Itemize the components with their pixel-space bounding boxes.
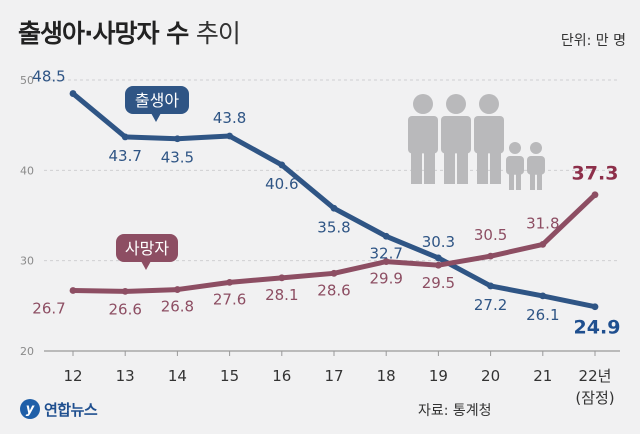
y-tick-label: 40 [20,164,34,177]
deaths-data-label: 30.5 [474,226,507,244]
births-data-label: 27.2 [474,296,507,314]
births-data-label: 43.8 [213,109,246,127]
title-light: 추이 [195,19,241,48]
person-head-icon [446,94,466,114]
person-head-icon [509,142,521,154]
births-data-label: 43.5 [161,149,194,167]
births-data-point [330,204,338,212]
person-head-icon [413,94,433,114]
births-data-label: 24.9 [574,317,621,339]
deaths-data-label: 37.3 [572,163,619,185]
births-data-label: 35.8 [317,218,350,236]
deaths-data-label: 31.8 [526,214,559,232]
person-torso-icon [506,156,524,175]
deaths-data-label: 29.9 [369,270,402,288]
person-leg-icon [537,173,542,190]
person-leg-icon [530,173,535,190]
person-leg-icon [509,173,514,190]
x-tick-label: 19 [429,367,448,385]
person-leg-icon [457,150,468,184]
deaths-data-label: 26.8 [161,298,194,316]
x-tick-label: 18 [377,367,396,385]
births-data-point [591,303,599,311]
x-tick-label: 16 [272,367,291,385]
person-head-icon [530,142,542,154]
yonhap-logo-text: 연합뉴스 [44,400,98,419]
deaths-series-callout-label: 사망자 [125,239,169,258]
births-data-point [278,161,286,169]
deaths-series-callout-box [116,234,178,262]
x-tick-label: 12 [63,367,82,385]
deaths-data-point [330,269,338,277]
y-tick-label: 30 [20,255,34,268]
births-data-point [539,292,547,300]
births-data-point [435,254,442,262]
deaths-data-point [278,274,286,282]
deaths-data-label: 28.1 [265,286,298,304]
births-series-callout-box [125,86,189,114]
deaths-data-label: 26.7 [32,299,65,317]
person-leg-icon [490,150,501,184]
births-data-label: 48.5 [32,68,65,86]
person-leg-icon [411,150,422,184]
deaths-data-label: 26.6 [108,300,141,318]
births-data-point [121,133,129,141]
deaths-series-callout-pointer [141,261,151,270]
yonhap-logo: y 연합뉴스 [20,397,98,421]
y-tick-label: 20 [20,345,34,358]
yonhap-logo-mark: y [20,399,40,419]
person-head-icon [479,94,499,114]
deaths-data-point [435,261,442,269]
births-data-label: 40.6 [265,175,298,193]
births-data-point [174,135,181,143]
deaths-data-point [591,191,599,199]
person-torso-icon [408,116,438,154]
deaths-data-point [69,287,77,294]
x-tick-label: 13 [116,367,135,385]
deaths-data-label: 29.5 [422,274,455,292]
person-torso-icon [474,116,504,154]
births-data-label: 30.3 [422,233,455,251]
x-tick-label: 15 [220,367,239,385]
person-torso-icon [527,156,545,175]
births-data-point [487,282,494,290]
x-tick-label: 21 [533,367,552,385]
y-tick-label: 50 [20,74,34,87]
person-leg-icon [477,150,488,184]
title-bold: 출생아·사망자 수 [18,19,189,48]
x-tick-sublabel: (잠정) [575,389,614,407]
family-people-icon [408,94,545,190]
unit-label: 단위: 만 명 [560,33,626,49]
births-data-point [69,90,77,97]
births-data-label: 43.7 [108,147,141,165]
births-data-label: 32.7 [369,244,402,262]
births-data-label: 26.1 [526,306,559,324]
births-series-callout-label: 출생아 [135,91,179,110]
x-tick-label: 22년 [579,367,612,385]
deaths-data-point [226,278,234,286]
deaths-data-point [121,287,129,295]
chart-title: 출생아·사망자 수 추이 [18,14,241,50]
deaths-data-point [487,252,494,260]
x-tick-label: 17 [324,367,343,385]
x-tick-label: 14 [168,367,187,385]
births-data-point [382,232,390,240]
births-data-point [226,132,234,140]
person-leg-icon [444,150,455,184]
deaths-data-point [539,241,547,248]
source-label: 자료: 통계청 [418,403,492,419]
deaths-data-point [174,286,181,293]
deaths-data-point [382,258,390,265]
person-leg-icon [516,173,521,190]
x-tick-label: 20 [481,367,500,385]
person-leg-icon [424,150,435,184]
deaths-data-label: 28.6 [317,281,350,299]
births-series-callout-pointer [151,113,161,122]
deaths-data-label: 27.6 [213,290,246,308]
person-torso-icon [441,116,471,154]
